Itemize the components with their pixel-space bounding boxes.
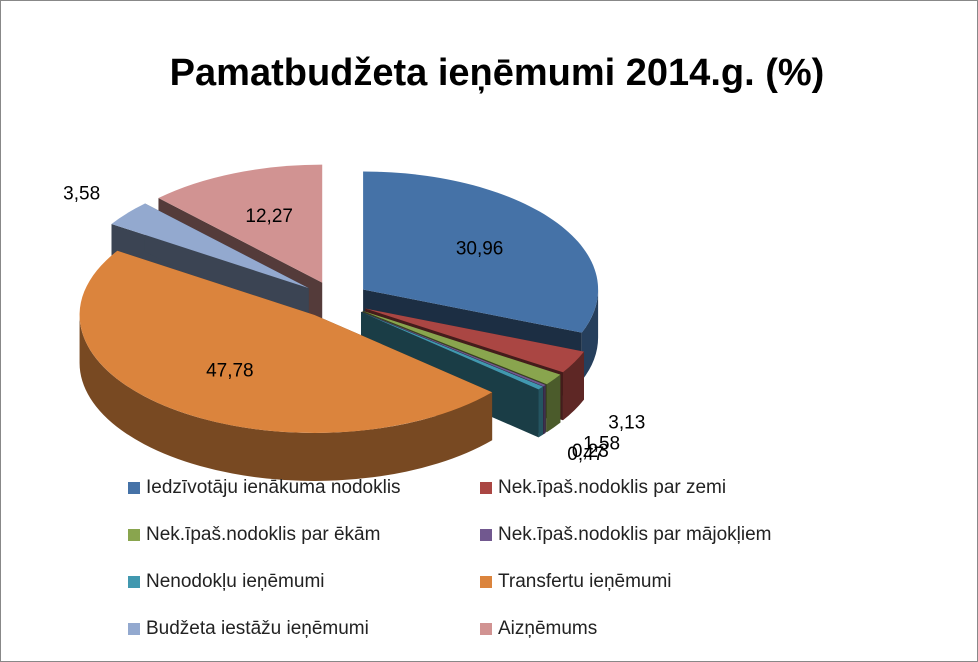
legend-label: Nek.īpaš.nodoklis par zemi [498,477,726,498]
pie-slice [79,250,493,433]
legend-swatch [128,623,140,635]
slice-side [581,289,599,381]
pie-slice [158,164,323,283]
legend-swatch [480,623,492,635]
legend-label: Aizņēmums [498,618,597,639]
pie-slice [111,203,309,289]
pie-slice [362,310,561,385]
pie-slice [361,312,544,390]
slice-side [562,351,584,421]
legend-label: Transfertu ieņēmumi [498,571,672,592]
data-label: 0,23 [572,441,609,462]
data-label: 3,58 [63,184,100,205]
data-label: 1,58 [583,434,620,455]
legend-label: Nek.īpaš.nodoklis par ēkām [146,524,380,545]
slice-side [538,386,544,438]
data-label: 30,96 [456,239,504,260]
legend-swatch [128,576,140,588]
data-label: 3,13 [608,413,645,434]
legend-swatch [128,482,140,494]
data-label: 0,47 [567,444,604,465]
slice-side [543,385,546,435]
data-label: 12,27 [245,206,293,227]
legend-swatch [480,529,492,541]
legend-swatch [480,576,492,588]
legend-swatch [480,482,492,494]
legend-label: Budžeta iestāžu ieņēmumi [146,618,369,639]
pie-slice [363,171,599,333]
chart-title: Pamatbudžeta ieņēmumi 2014.g. (%) [170,52,825,94]
legend-label: Nek.īpaš.nodoklis par mājokļiem [498,524,772,545]
data-label: 47,78 [206,361,254,382]
slice-side [546,374,561,433]
pie-slice [361,311,546,387]
legend-label: Iedzīvotāju ienākuma nodoklis [146,477,401,498]
slice-side [79,314,493,481]
legend-swatch [128,529,140,541]
pie-slice [365,308,584,373]
legend-label: Nenodokļu ieņēmumi [146,571,325,592]
